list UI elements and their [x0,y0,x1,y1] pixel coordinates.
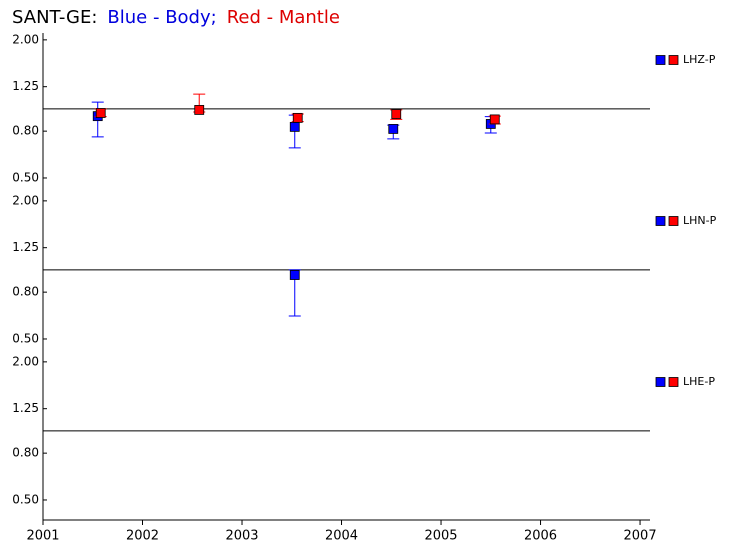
x-tick-label: 2004 [325,529,358,544]
x-tick-label: 2007 [624,529,657,544]
x-tick-label: 2006 [524,529,557,544]
marker [289,270,300,280]
y-tick-label: 0.80 [12,285,39,299]
y-tick-label: 1.25 [12,79,39,93]
y-tick-label: 2.00 [12,354,39,368]
y-tick-label: 0.80 [12,446,39,460]
x-tick-label: 2001 [26,529,59,544]
marker [194,105,205,115]
y-tick-label: 0.80 [12,124,39,138]
marker [489,114,500,125]
marker [391,109,402,119]
legend-swatch [668,55,679,65]
legend-swatch [655,377,666,387]
x-tick-label: 2003 [225,529,258,544]
y-tick-label: 1.25 [12,240,39,254]
legend-label: LHZ-P [683,53,716,66]
chart-title: SANT-GE: Blue - Body; Red - Mantle [12,7,340,28]
y-tick-label: 1.25 [12,401,39,415]
title-part: SANT-GE: [12,7,97,28]
y-tick-label: 2.00 [12,193,39,207]
y-tick-label: 2.00 [12,32,39,46]
legend-label: LHE-P [683,375,715,388]
legend-label: LHN-P [683,214,717,227]
title-part: Blue - Body; [107,7,216,28]
legend-swatch [655,55,666,65]
legend-swatch [668,377,679,387]
legend-swatch [655,216,666,226]
y-tick-label: 0.50 [12,492,39,506]
marker [289,121,300,132]
marker [95,108,106,118]
legend-swatch [668,216,679,226]
marker [388,124,399,134]
x-tick-label: 2002 [126,529,159,544]
x-tick-label: 2005 [424,529,457,544]
marker [292,112,303,123]
y-tick-label: 0.50 [12,170,39,184]
title-part: Red - Mantle [227,7,340,28]
y-tick-label: 0.50 [12,331,39,345]
